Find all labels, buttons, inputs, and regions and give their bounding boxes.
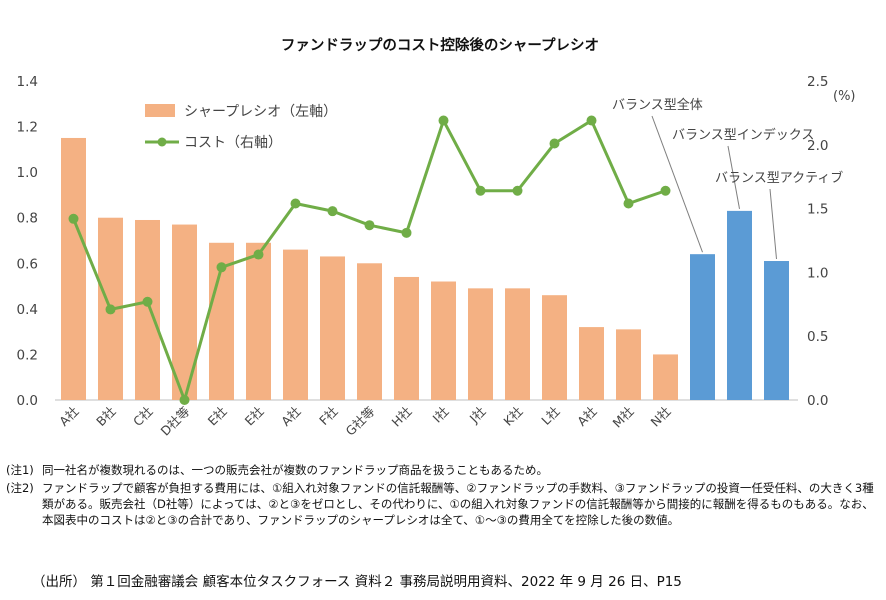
- x-axis-labels: A社 B社 C社 D社等 E社 E社 A社 F社 G社等 H社 I社 J社 K社 L社 A社 M社 N社: [56, 404, 674, 439]
- left-tick-label: 0.2: [17, 347, 38, 363]
- x-tick-label: M社: [610, 404, 637, 431]
- x-tick-label: F社: [316, 404, 341, 429]
- left-tick-label: 0.4: [17, 302, 38, 318]
- legend-line-marker: [157, 137, 167, 147]
- x-tick-label: E社: [242, 404, 267, 429]
- x-tick-label: A社: [56, 404, 82, 430]
- left-tick-label: 0.6: [17, 256, 38, 272]
- x-tick-label: K社: [500, 404, 525, 429]
- cost-point: [68, 213, 79, 224]
- sharpe-bar: [653, 354, 678, 400]
- left-tick-label: 1.4: [17, 74, 38, 90]
- sharpe-bar: [579, 327, 604, 400]
- right-tick-label: 0.0: [807, 393, 828, 409]
- sharpe-bar: [61, 137, 86, 400]
- x-tick-label: E社: [205, 404, 230, 429]
- sharpe-bar: [246, 242, 271, 400]
- left-tick-label: 1.0: [17, 165, 38, 181]
- annotation-label: バランス型インデックス: [672, 127, 814, 143]
- right-tick-label: 2.0: [807, 138, 828, 154]
- note-1-label: (注1): [6, 463, 34, 477]
- cost-point: [512, 185, 523, 196]
- cost-point: [253, 249, 264, 260]
- note-2-text: ファンドラップで顧客が負担する費用には、①組入れ対象ファンドの信託報酬等、②ファ…: [42, 481, 874, 527]
- cost-point: [290, 198, 301, 209]
- left-tick-label: 1.2: [17, 120, 38, 136]
- sharpe-bar: [431, 281, 456, 400]
- right-tick-label: 0.5: [807, 329, 828, 345]
- cost-point: [179, 395, 190, 405]
- sharpe-bar: [616, 329, 641, 400]
- cost-point: [660, 185, 671, 196]
- legend-bar-label: シャープレシオ（左軸）: [184, 104, 337, 120]
- source-citation: （出所） 第１回金融審議会 顧客本位タスクフォース 資料２ 事務局説明用資料、2…: [32, 574, 682, 590]
- right-axis: 0.0 0.5 1.0 1.5 2.0 2.5: [807, 74, 828, 409]
- cost-point: [623, 198, 634, 209]
- x-tick-label: A社: [574, 404, 600, 430]
- sharpe-bar: [320, 256, 345, 400]
- sharpe-bar: [505, 288, 530, 400]
- x-tick-label: H社: [389, 404, 415, 430]
- bars: [61, 137, 789, 400]
- annotation-label: バランス型アクティブ: [715, 170, 843, 186]
- x-tick-label: L社: [538, 404, 562, 428]
- right-tick-label: 1.0: [807, 265, 828, 281]
- cost-point: [549, 138, 560, 149]
- x-tick-label: I社: [430, 404, 452, 426]
- right-tick-label: 2.5: [807, 74, 828, 90]
- cost-point: [475, 185, 486, 196]
- right-axis-unit: (%): [833, 89, 856, 104]
- sharpe-bar: [468, 288, 493, 400]
- left-axis: 0.0 0.2 0.4 0.6 0.8 1.0 1.2 1.4: [17, 74, 38, 409]
- sharpe-bar: [135, 219, 160, 400]
- note-1-text: 同一社名が複数現れるのは、一つの販売会社が複数のファンドラップ商品を扱うこともあ…: [42, 463, 548, 477]
- chart-title: ファンドラップのコスト控除後のシャープレシオ: [281, 36, 599, 54]
- annotation-leader-line: [651, 115, 703, 253]
- cost-point: [142, 296, 153, 307]
- x-tick-label: A社: [278, 404, 304, 430]
- cost-point: [327, 206, 338, 217]
- cost-line-series: [68, 115, 671, 405]
- x-tick-label: D社等: [158, 404, 193, 439]
- left-tick-label: 0.0: [17, 393, 38, 409]
- annotation-label: バランス型全体: [612, 97, 703, 113]
- sharpe-bar: [283, 249, 308, 400]
- chart: ファンドラップのコスト控除後のシャープレシオ 0.0 0.2 0.4 0.6 0.8 1.…: [17, 36, 856, 439]
- legend-bar-swatch: [145, 104, 175, 117]
- left-tick-label: 0.8: [17, 211, 38, 227]
- right-tick-label: 1.5: [807, 202, 828, 218]
- cost-point: [401, 227, 412, 238]
- balance-type-bar: [690, 254, 715, 400]
- note-2-label: (注2): [6, 481, 34, 495]
- annotation-leader-line: [769, 188, 777, 260]
- annotation-leader-line: [727, 145, 740, 209]
- note-1: (注1) 同一社名が複数現れるのは、一つの販売会社が複数のファンドラップ商品を扱う…: [6, 462, 878, 478]
- legend: シャープレシオ（左軸） コスト（右軸）: [145, 104, 337, 151]
- x-tick-label: N社: [648, 404, 674, 430]
- cost-point: [438, 115, 449, 126]
- x-tick-label: G社等: [342, 404, 377, 439]
- cost-point: [586, 115, 597, 126]
- legend-line-label: コスト（右軸）: [184, 135, 282, 151]
- sharpe-bar: [357, 263, 382, 400]
- note-2: (注2) ファンドラップで顧客が負担する費用には、①組入れ対象ファンドの信託報酬等…: [6, 480, 878, 528]
- balance-type-bar: [727, 210, 752, 400]
- sharpe-bar: [394, 276, 419, 400]
- cost-point: [216, 262, 227, 273]
- cost-point: [364, 220, 375, 231]
- x-tick-label: B社: [93, 404, 119, 430]
- balance-type-bar: [764, 261, 789, 400]
- x-tick-label: C社: [130, 404, 156, 430]
- cost-point: [105, 304, 116, 315]
- sharpe-bar: [542, 295, 567, 400]
- x-tick-label: J社: [466, 404, 489, 427]
